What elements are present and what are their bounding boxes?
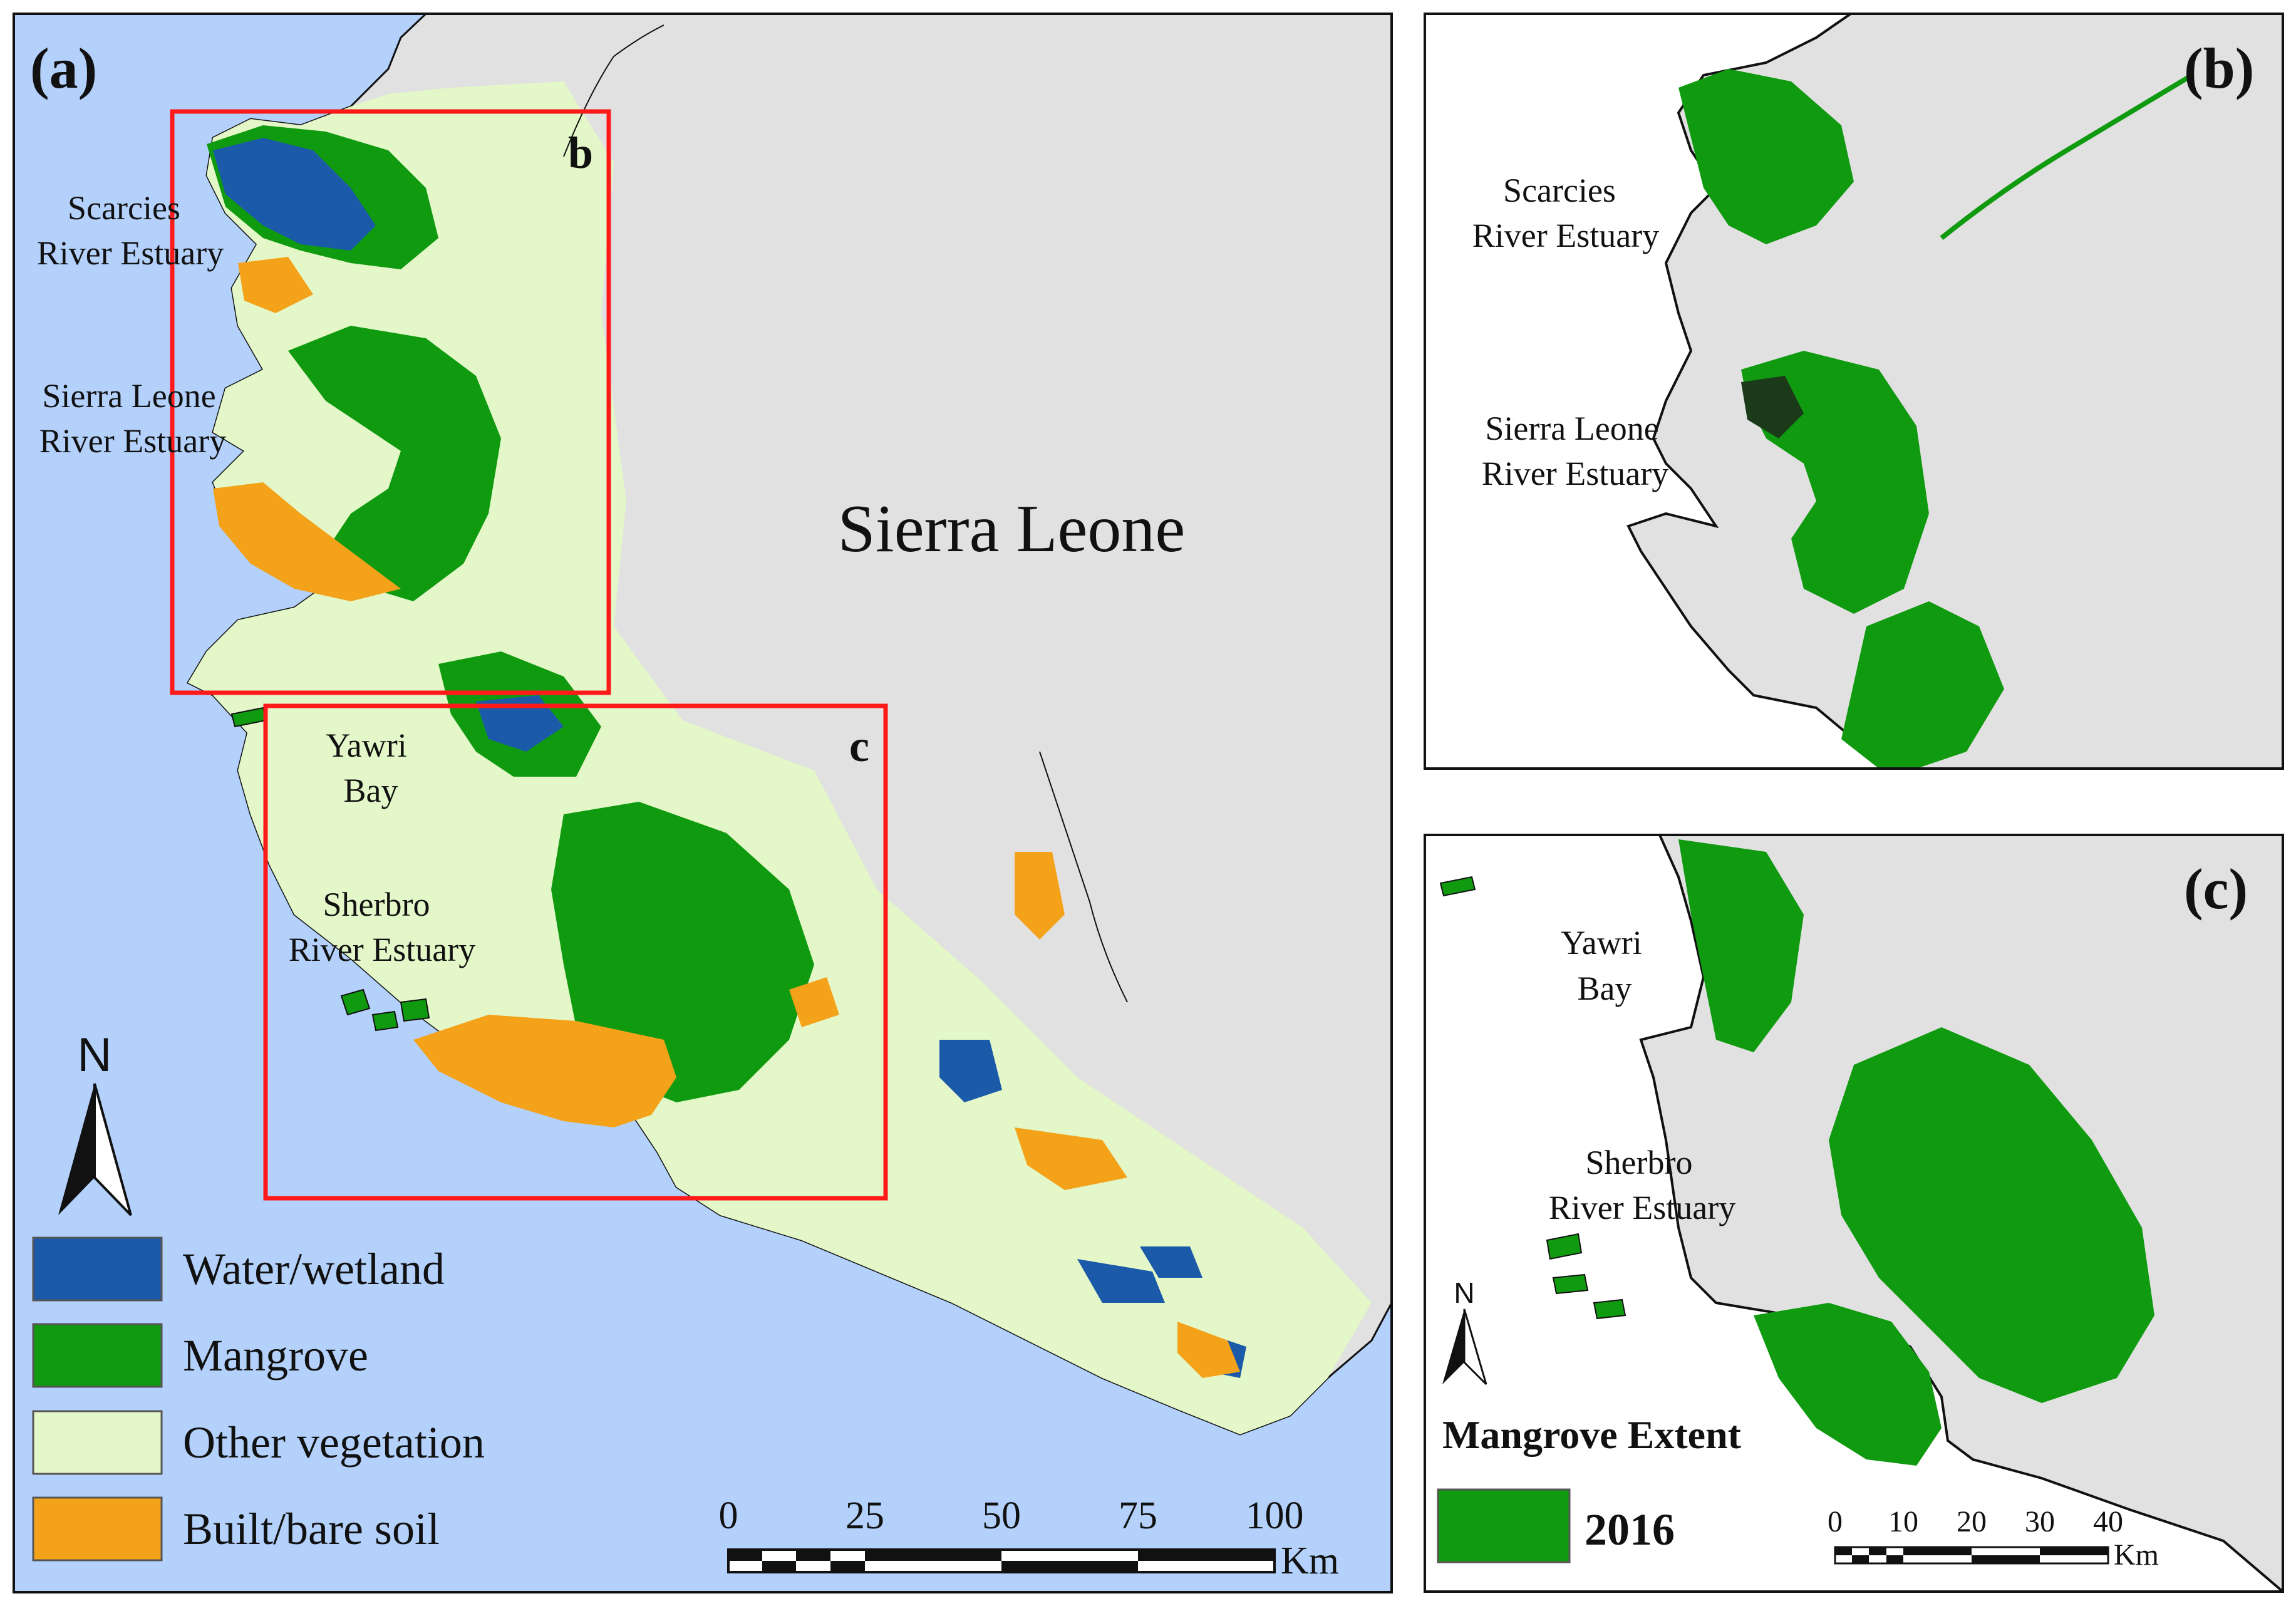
place-b-scarcies-line2: River Estuary [1472,217,1659,254]
north-arrow-c-icon: N [1442,1277,1487,1386]
place-b-scarcies-line1: Scarcies [1503,172,1616,209]
island-c-3 [1593,1298,1626,1320]
built-soil-north [238,257,313,313]
water-wetland-southeast-3 [1140,1246,1202,1278]
mangrove-b-south [1841,601,2004,769]
mangrove-c-sherbro [1829,1027,2154,1403]
scale-a-tick-100: 100 [1246,1495,1304,1537]
mangrove-zone-sherbro [551,802,814,1102]
box-c-label: c [849,721,869,771]
panel-a-map: (a) b c Sierra Leone Scarcies River Estu… [13,13,1393,1593]
inset-box-b [170,109,611,695]
legend-swatch-water-wetland [32,1236,163,1302]
place-sierra-leone-line2: River Estuary [39,422,226,460]
panel-c-map: (c) Yawri Bay Sherbro River Estuary N Ma… [1424,834,2284,1593]
place-c-yawri-line1: Yawri [1561,924,1642,961]
island-1 [340,988,371,1016]
mangrove-b-scarcies [1678,69,1854,244]
scale-a-unit: Km [1281,1540,1339,1582]
scale-c-tick-30: 30 [2025,1505,2055,1538]
water-wetland-southeast-2 [1077,1259,1165,1303]
dark-mangrove-b [1741,376,1804,438]
water-wetland-yawri [476,695,564,752]
built-soil-yawri [789,977,839,1027]
mangrove-c-north [1678,839,1804,1052]
place-sherbro-line2: River Estuary [289,931,475,968]
place-yawri-line2: Bay [344,772,398,809]
panel-a-label: (a) [30,36,97,100]
scale-a-tick-50: 50 [982,1495,1021,1537]
river-central [1039,751,1128,1003]
place-scarcies-line1: Scarcies [68,189,180,227]
scale-a-tick-0: 0 [719,1495,738,1537]
inset-box-c [263,703,888,1201]
island-c-2 [1552,1273,1589,1295]
legend-label-other-vegetation: Other vegetation [183,1417,485,1468]
box-b-label: b [568,128,593,178]
island-c-1 [1546,1233,1583,1260]
legend-c-swatch-2016 [1437,1488,1571,1563]
water-wetland-southeast-1 [939,1040,1002,1102]
island-c-4 [1439,876,1476,897]
place-c-sherbro-line2: River Estuary [1549,1189,1735,1226]
place-yawri-line1: Yawri [326,727,407,764]
legend: Water/wetland Mangrove Other vegetation … [32,1236,485,1562]
legend-swatch-built-bare-soil [32,1496,163,1562]
scale-c-unit: Km [2114,1538,2159,1572]
legend-label-built-bare-soil: Built/bare soil [183,1504,440,1554]
legend-c-title: Mangrove Extent [1442,1412,1742,1457]
scale-a-tick-25: 25 [845,1495,884,1537]
place-c-sherbro-line1: Sherbro [1586,1144,1693,1181]
place-sherbro-line1: Sherbro [323,886,430,923]
country-label: Sierra Leone [838,492,1186,566]
island-3 [400,998,430,1022]
scale-bar-a: 0 25 50 75 100 Km [719,1495,1340,1582]
panel-c-label: (c) [2184,857,2248,921]
north-arrow-c-label: N [1454,1277,1474,1309]
built-soil-sherbro-island [413,1015,676,1127]
panel-a-frame [13,13,1393,1593]
panel-b-label: (b) [2184,36,2254,100]
place-b-sierra-leone-line1: Sierra Leone [1485,410,1658,447]
scale-c-tick-0: 0 [1828,1505,1843,1538]
river-north [563,24,664,157]
water-wetland-scarcies [213,138,376,251]
built-soil-southeast-3 [1177,1322,1240,1378]
place-c-yawri-line2: Bay [1578,970,1632,1007]
legend-c-label-2016: 2016 [1585,1505,1675,1555]
built-soil-southeast-2 [1015,1127,1127,1190]
scale-c-tick-40: 40 [2093,1505,2123,1538]
scale-c-tick-20: 20 [1957,1505,1987,1538]
legend-swatch-other-vegetation [32,1410,163,1475]
north-arrow-label: N [78,1028,112,1082]
mangrove-zone-sierra-leone [288,326,501,601]
legend-swatch-mangrove [32,1323,163,1388]
north-arrow-icon: N [58,1028,132,1216]
panel-c-frame [1424,834,2284,1593]
place-scarcies-line2: River Estuary [37,234,224,272]
place-b-sierra-leone-line2: River Estuary [1482,455,1668,492]
island-2 [371,1010,399,1032]
built-soil-southeast-1 [1015,852,1065,940]
panel-b-frame [1424,13,2284,770]
legend-label-water-wetland: Water/wetland [183,1244,445,1294]
panel-b-map: (b) Scarcies River Estuary Sierra Leone … [1424,13,2284,770]
mangrove-b-east-river [1940,73,2194,241]
place-sierra-leone-line1: Sierra Leone [42,377,215,415]
scale-a-tick-75: 75 [1119,1495,1157,1537]
scale-bar-c: 0 10 20 30 40 Km [1828,1505,2159,1572]
scale-c-tick-10: 10 [1888,1505,1918,1538]
built-soil-freetown-peninsula [213,482,401,601]
mangrove-c-island [1754,1303,1942,1466]
legend-label-mangrove: Mangrove [183,1330,368,1381]
